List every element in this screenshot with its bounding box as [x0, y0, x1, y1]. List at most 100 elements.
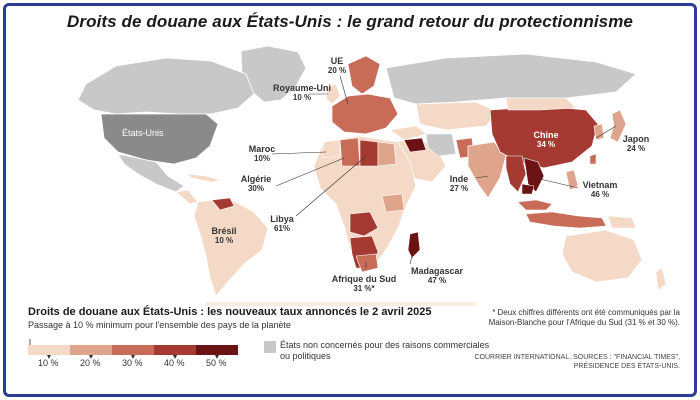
legend-label-10: 10 % — [38, 358, 59, 368]
label-inde-rate: 27 % — [449, 184, 469, 193]
label-afrique-du-sud: Afrique du Sud 31 %* — [324, 274, 404, 294]
label-madagascar-name: Madagascar — [410, 266, 464, 276]
new-zealand — [655, 267, 667, 291]
algerie — [339, 137, 361, 167]
mongolia — [505, 97, 577, 111]
label-bresil-name: Brésil — [211, 226, 237, 236]
label-inde-name: Inde — [449, 174, 469, 184]
label-chine-rate: 34 % — [536, 140, 556, 149]
label-ue-rate: 20 % — [327, 66, 347, 75]
leader-lines — [271, 75, 617, 268]
label-bresil: Brésil 10 % — [204, 226, 244, 246]
label-inde: Inde 27 % — [444, 174, 474, 194]
legend-label-20: 20 % — [80, 358, 101, 368]
papua — [607, 215, 637, 229]
korea — [593, 123, 605, 141]
legend-swatch-10 — [28, 345, 70, 355]
venezuela — [211, 197, 235, 211]
eu — [331, 93, 399, 135]
legend-subtitle: Passage à 10 % minimum pour l'ensemble d… — [28, 320, 291, 330]
legend-grey-swatch — [264, 341, 276, 353]
legend-swatch-40 — [154, 345, 196, 355]
label-maroc-name: Maroc — [248, 144, 276, 154]
myanmar-thailand — [505, 155, 527, 193]
label-uk: Royaume-Uni 10 % — [270, 83, 334, 103]
label-bresil-rate: 10 % — [214, 236, 234, 245]
central-asia — [415, 101, 499, 131]
label-vietnam-name: Vietnam — [582, 180, 618, 190]
legend-color-scale — [28, 339, 238, 359]
libya — [359, 139, 379, 167]
label-madagascar: Madagascar 47 % — [404, 266, 470, 286]
label-algerie-name: Algérie — [240, 174, 272, 184]
south-america — [193, 197, 269, 297]
label-libya-name: Libya — [270, 214, 294, 224]
malaysia — [517, 199, 553, 211]
label-ue-name: UE — [330, 56, 344, 66]
iran — [425, 133, 457, 157]
label-maroc-rate: 10% — [253, 154, 270, 163]
label-libya: Libya 61% — [264, 214, 300, 234]
label-usa: États-Unis — [122, 128, 164, 138]
south-africa — [355, 253, 379, 273]
legend-label-30: 30 % — [122, 358, 143, 368]
africa — [313, 135, 417, 269]
source-credit: COURRIER INTERNATIONAL. SOURCES : "FINAN… — [474, 354, 680, 370]
label-vietnam: Vietnam 46 % — [578, 180, 622, 200]
legend-tick-20 — [89, 355, 93, 359]
japan — [609, 109, 627, 143]
label-afrique-sud-name: Afrique du Sud — [331, 274, 397, 284]
legend-grey-text: États non concernés pour des raisons com… — [280, 340, 490, 361]
taiwan — [589, 153, 597, 165]
egypt — [377, 141, 397, 167]
label-japon-name: Japon — [622, 134, 650, 144]
scandinavia — [347, 55, 381, 95]
label-algerie-rate: 30% — [247, 184, 264, 193]
legend-swatch-20 — [70, 345, 112, 355]
russia — [385, 53, 637, 105]
east-africa — [381, 193, 405, 213]
label-afrique-sud-rate: 31 %* — [353, 284, 375, 293]
label-maroc: Maroc 10% — [242, 144, 282, 164]
legend-tick-50 — [215, 355, 219, 359]
legend-swatch-30 — [112, 345, 154, 355]
legend-label-40: 40 % — [164, 358, 185, 368]
central-africa — [349, 211, 379, 237]
usa — [100, 113, 219, 165]
label-uk-name: Royaume-Uni — [272, 83, 331, 93]
india — [467, 141, 507, 199]
madagascar — [407, 231, 421, 259]
cambodia — [521, 183, 535, 195]
legend-tick-30 — [131, 355, 135, 359]
label-japon-rate: 24 % — [626, 144, 646, 153]
page-title: Droits de douane aux États-Unis : le gra… — [67, 12, 633, 31]
legend-title: Droits de douane aux États-Unis : les no… — [28, 306, 432, 318]
label-japon: Japon 24 % — [618, 134, 654, 154]
canada — [77, 57, 255, 115]
philippines — [565, 169, 579, 191]
caribbean — [185, 173, 222, 183]
legend-tick-40 — [173, 355, 177, 359]
central-america — [175, 189, 199, 205]
antarctica — [206, 302, 476, 306]
australia — [561, 229, 643, 283]
label-algerie: Algérie 30% — [234, 174, 278, 194]
vietnam-laos — [523, 157, 545, 193]
label-vietnam-rate: 46 % — [590, 190, 610, 199]
footnote: * Deux chiffres différents ont été commu… — [488, 308, 680, 327]
uk — [325, 83, 341, 105]
label-uk-rate: 10 % — [292, 93, 312, 102]
legend-tick-10 — [47, 355, 51, 359]
legend-swatch-50 — [196, 345, 238, 355]
indonesia — [525, 211, 607, 229]
world-map — [77, 45, 667, 306]
label-chine: Chine 34 % — [528, 130, 564, 150]
china — [489, 105, 599, 169]
label-madagascar-rate: 47 % — [427, 276, 447, 285]
label-libya-rate: 61% — [273, 224, 290, 233]
map-frame: Droits de douane aux États-Unis : le gra… — [3, 3, 697, 397]
label-ue: UE 20 % — [322, 56, 352, 76]
legend-label-50: 50 % — [206, 358, 227, 368]
label-chine-name: Chine — [533, 130, 559, 140]
maroc — [321, 139, 341, 159]
